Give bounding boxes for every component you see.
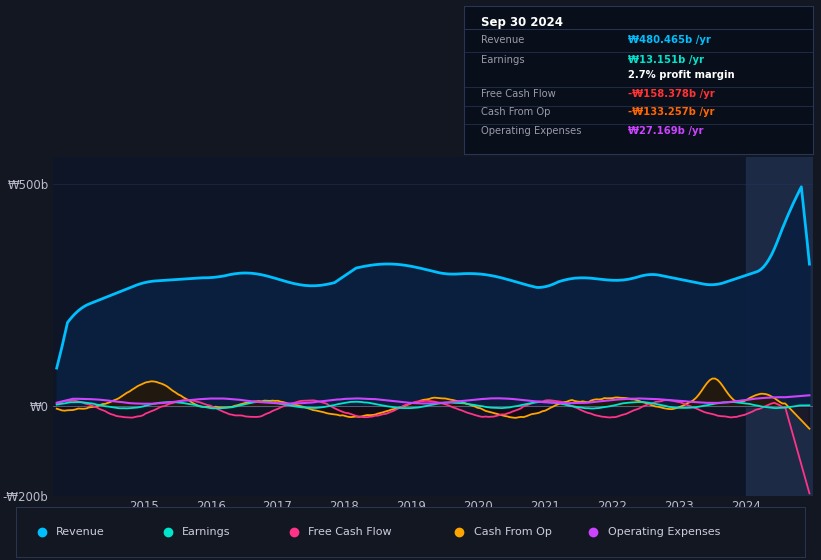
Text: Free Cash Flow: Free Cash Flow (481, 88, 556, 99)
Text: Cash From Op: Cash From Op (481, 108, 551, 117)
Text: Earnings: Earnings (182, 527, 231, 537)
Text: -₩158.378b /yr: -₩158.378b /yr (628, 88, 714, 99)
Text: Revenue: Revenue (56, 527, 104, 537)
Text: -₩133.257b /yr: -₩133.257b /yr (628, 108, 714, 117)
Bar (746, 157, 816, 496)
Text: Revenue: Revenue (481, 35, 525, 45)
Text: ₩480.465b /yr: ₩480.465b /yr (628, 35, 711, 45)
Text: Cash From Op: Cash From Op (474, 527, 552, 537)
Text: Free Cash Flow: Free Cash Flow (308, 527, 392, 537)
Text: Operating Expenses: Operating Expenses (481, 126, 582, 136)
Text: Sep 30 2024: Sep 30 2024 (481, 16, 563, 29)
Text: ₩27.169b /yr: ₩27.169b /yr (628, 126, 704, 136)
Text: Operating Expenses: Operating Expenses (608, 527, 720, 537)
Text: ₩13.151b /yr: ₩13.151b /yr (628, 55, 704, 66)
Text: Earnings: Earnings (481, 55, 525, 66)
Text: 2.7% profit margin: 2.7% profit margin (628, 70, 735, 80)
